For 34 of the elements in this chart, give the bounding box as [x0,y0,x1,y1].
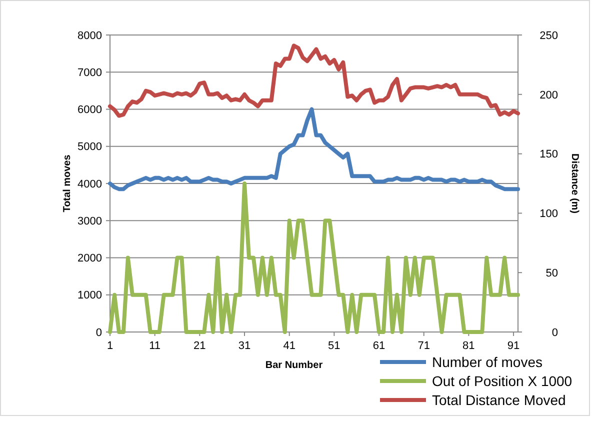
y2-tick-label: 200 [540,89,558,102]
line-series [108,182,520,334]
x-tick-label: 91 [507,340,520,352]
legend-label: Out of Position X 1000 [432,372,572,389]
x-axis-title: Bar Number [265,360,323,371]
x-tick-label: 71 [418,340,430,352]
y2-tick-label: 250 [540,30,558,42]
y-tick-label: 5000 [78,141,102,154]
y-tick-label: 2000 [78,252,102,265]
y-tick-label: 4000 [78,178,102,190]
y-axis-title: Total moves [62,154,73,212]
y2-tick-label: 0 [552,326,558,339]
y-tick-label: 6000 [78,104,102,116]
x-tick-label: 61 [372,340,386,352]
y2-axis-title: Distance (m) [569,153,580,214]
y-tick-label: 1000 [78,290,102,302]
x-tick-label: 11 [149,340,161,352]
legend-label: Number of moves [432,354,542,370]
y-tick-label: 8000 [78,30,102,42]
y2-tick-label: 50 [546,267,558,280]
y2-tick-label: 150 [540,148,558,161]
line-series [108,44,520,118]
x-tick-label: 51 [328,340,340,352]
line-series [108,107,520,192]
legend-label: Total Distance Moved [432,392,566,408]
x-tick-label: 21 [194,340,206,352]
y-tick-label: 0 [96,326,102,339]
x-tick-label: 41 [283,340,296,352]
x-tick-label: 31 [238,340,251,352]
y2-tick-label: 100 [540,208,558,220]
y-tick-label: 7000 [78,66,102,79]
x-tick-label: 1 [106,340,114,352]
x-tick-label: 81 [462,340,475,352]
y-tick-label: 3000 [78,215,102,228]
